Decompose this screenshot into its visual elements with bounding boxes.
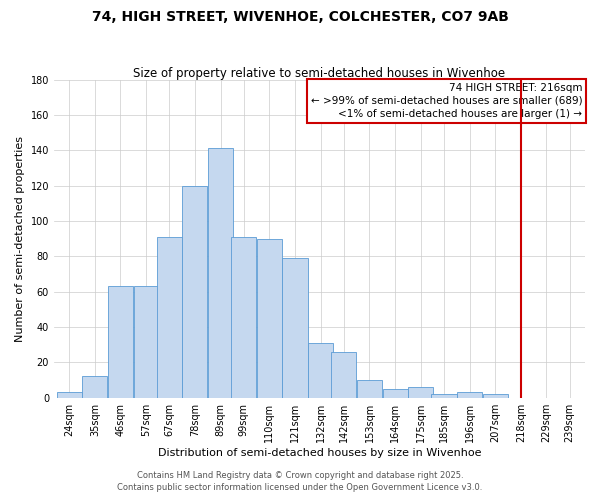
Bar bbox=[283, 258, 308, 398]
Text: 74 HIGH STREET: 216sqm
← >99% of semi-detached houses are smaller (689)
<1% of s: 74 HIGH STREET: 216sqm ← >99% of semi-de… bbox=[311, 82, 583, 119]
Bar bbox=[408, 387, 433, 398]
Bar bbox=[431, 394, 457, 398]
Text: Contains HM Land Registry data © Crown copyright and database right 2025.
Contai: Contains HM Land Registry data © Crown c… bbox=[118, 471, 482, 492]
Text: 74, HIGH STREET, WIVENHOE, COLCHESTER, CO7 9AB: 74, HIGH STREET, WIVENHOE, COLCHESTER, C… bbox=[92, 10, 508, 24]
Bar bbox=[457, 392, 482, 398]
Title: Size of property relative to semi-detached houses in Wivenhoe: Size of property relative to semi-detach… bbox=[133, 66, 506, 80]
Bar bbox=[257, 238, 282, 398]
Bar bbox=[482, 394, 508, 398]
X-axis label: Distribution of semi-detached houses by size in Wivenhoe: Distribution of semi-detached houses by … bbox=[158, 448, 481, 458]
Bar bbox=[108, 286, 133, 398]
Bar bbox=[208, 148, 233, 398]
Bar bbox=[134, 286, 158, 398]
Bar bbox=[383, 389, 407, 398]
Bar bbox=[82, 376, 107, 398]
Bar bbox=[357, 380, 382, 398]
Y-axis label: Number of semi-detached properties: Number of semi-detached properties bbox=[15, 136, 25, 342]
Bar bbox=[57, 392, 82, 398]
Bar bbox=[308, 343, 333, 398]
Bar bbox=[157, 237, 182, 398]
Bar bbox=[231, 237, 256, 398]
Bar bbox=[331, 352, 356, 398]
Bar bbox=[182, 186, 208, 398]
